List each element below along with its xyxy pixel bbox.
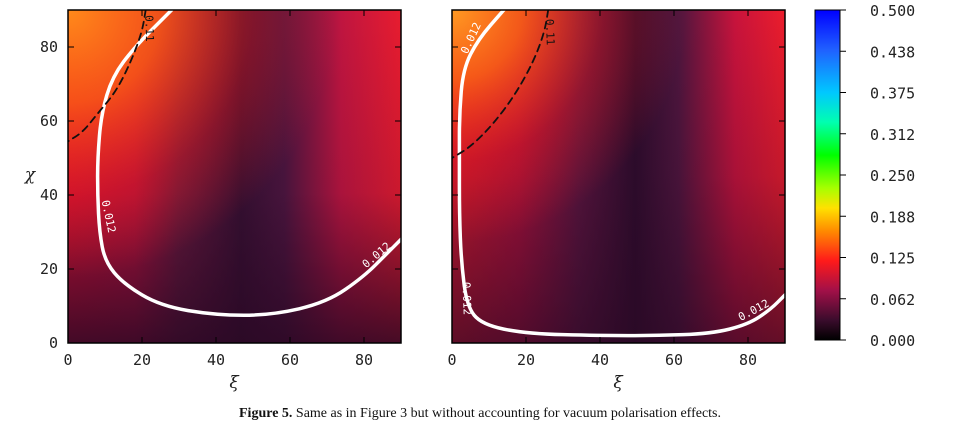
colorbar-tick-label: 0.375	[870, 85, 915, 103]
x-tick-label: 20	[133, 351, 151, 369]
contour-dashed-line	[68, 10, 147, 143]
x-tick-label: 40	[591, 351, 609, 369]
y-tick-label: 80	[40, 38, 58, 56]
x-tick-label: 20	[517, 351, 535, 369]
axis-ticks-left: 0 20 40 60 80 0 20 40 60 80	[40, 10, 401, 369]
heatmap-hotspot-right	[452, 10, 785, 343]
colorbar-tick-label: 0.312	[870, 126, 915, 144]
colorbar-tick-label: 0.438	[870, 43, 915, 61]
x-tick-label: 80	[739, 351, 757, 369]
figure-caption: Figure 5. Same as in Figure 3 but withou…	[0, 406, 960, 422]
contour-solid-line	[457, 10, 785, 338]
x-tick-label: 0	[447, 351, 456, 369]
x-axis-label-left: ξ	[229, 373, 240, 393]
contour-solid-line	[95, 10, 401, 318]
contour-level-label: 0.012	[460, 282, 474, 316]
x-tick-label: 0	[63, 351, 72, 369]
colorbar: 0.500 0.438 0.375 0.312 0.250 0.188 0.125 0.062…	[814, 2, 915, 350]
caption-text: Same as in Figure 3 but without accounti…	[295, 406, 721, 421]
x-axis-label-right: ξ	[613, 373, 624, 393]
colorbar-tick-label: 0.188	[870, 208, 915, 226]
y-tick-label: 0	[49, 334, 58, 352]
colorbar-tick-label: 0.250	[870, 167, 915, 185]
x-tick-label: 60	[281, 351, 299, 369]
contour-level-label: 0.11	[142, 15, 156, 42]
colorbar-tick-label: 0.062	[870, 291, 915, 309]
colorbar-gradient	[814, 9, 841, 341]
y-axis-label: χ	[24, 165, 37, 185]
x-tick-label: 60	[665, 351, 683, 369]
heatmap-hotspot-left	[68, 10, 401, 343]
y-tick-label: 20	[40, 260, 58, 278]
x-tick-label: 40	[207, 351, 225, 369]
contour-level-label: 0.11	[543, 19, 557, 46]
plot-frame-right	[451, 9, 786, 344]
colorbar-ticks: 0.500 0.438 0.375 0.312 0.250 0.188 0.125 0.062…	[840, 2, 915, 350]
y-tick-label: 60	[40, 112, 58, 130]
contour-dashed-line	[452, 10, 550, 159]
y-tick-label: 40	[40, 186, 58, 204]
axis-ticks-right: 0 20 40 60 80	[447, 10, 785, 369]
caption-label: Figure 5.	[239, 406, 293, 421]
plot-frame-left	[67, 9, 402, 344]
x-tick-label: 80	[355, 351, 373, 369]
colorbar-tick-label: 0.125	[870, 250, 915, 268]
colorbar-tick-label: 0.500	[870, 2, 915, 20]
colorbar-tick-label: 0.000	[870, 332, 915, 350]
